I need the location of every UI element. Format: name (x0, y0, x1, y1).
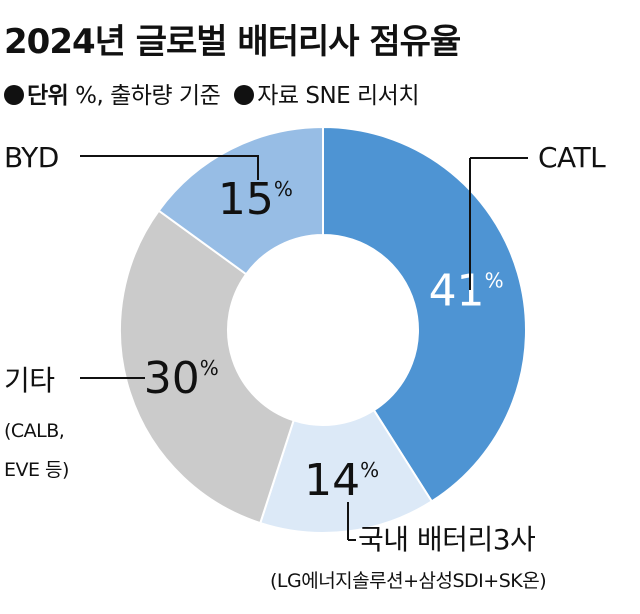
slice-label-catl: CATL (538, 141, 606, 174)
source-label: 자료 SNE 리서치 (257, 83, 419, 109)
slice-label-others: 기타 (4, 364, 55, 397)
value-label-catl: 41% (429, 265, 504, 316)
unit-value: %, 출하량 기준 (75, 83, 221, 109)
value-label-byd: 15% (218, 174, 293, 225)
page-title: 2024년 글로벌 배터리사 점유율 (4, 22, 461, 62)
slice-others (119, 209, 295, 525)
value-label-korean-3: 14% (304, 455, 379, 506)
slice-note-others: (CALB, EVE 등) (4, 420, 69, 481)
unit-label: 단위 (27, 83, 69, 109)
value-label-others: 30% (144, 353, 219, 404)
slice-label-byd: BYD (4, 141, 59, 174)
bullet-dot-icon (4, 85, 24, 105)
chart-meta: 단위 %, 출하량 기준 자료 SNE 리서치 (4, 76, 419, 110)
slice-label-korean-3: 국내 배터리3사 (358, 523, 536, 556)
slice-korean-3 (259, 408, 434, 534)
slice-catl (322, 125, 527, 503)
leader-line-byd (80, 155, 259, 180)
bullet-dot-icon (234, 85, 255, 105)
slice-note-korean-3: (LG에너지솔루션+삼성SDI+SK온) (270, 570, 547, 592)
slice-byd (157, 125, 324, 276)
